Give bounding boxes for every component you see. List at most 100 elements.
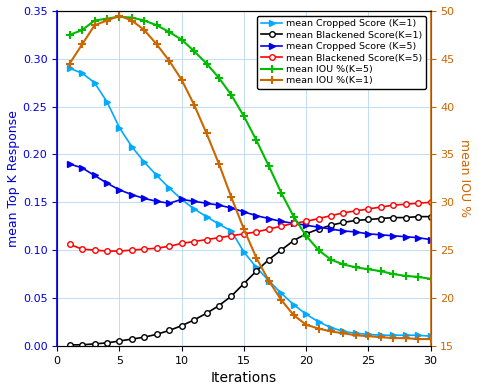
mean Blackened Score(K=1) [129, 337, 135, 341]
mean IOU %(K=1) [204, 131, 209, 136]
mean Blackened Score(K=1) [366, 217, 371, 222]
mean Blackened Score(K=1) [415, 214, 421, 219]
mean Blackened Score(K=5) [391, 203, 396, 207]
mean IOU %(K=5) [353, 265, 359, 270]
mean IOU %(K=5) [340, 262, 346, 267]
mean IOU %(K=1) [415, 337, 421, 341]
mean Cropped Score (K=1) [216, 222, 222, 227]
mean Cropped Score (K=5) [303, 223, 309, 228]
mean IOU %(K=5) [104, 16, 110, 21]
mean Cropped Score (K=1) [141, 160, 147, 165]
mean Blackened Score(K=1) [291, 238, 296, 243]
Line: mean IOU %(K=5): mean IOU %(K=5) [65, 13, 435, 283]
mean Cropped Score (K=1) [378, 333, 384, 338]
mean IOU %(K=5) [291, 214, 296, 219]
mean Cropped Score (K=1) [179, 197, 185, 202]
mean IOU %(K=5) [366, 267, 371, 272]
mean IOU %(K=5) [228, 93, 234, 98]
mean Cropped Score (K=5) [291, 221, 296, 226]
mean Blackened Score(K=5) [129, 248, 135, 252]
mean IOU %(K=5) [67, 33, 73, 37]
mean Blackened Score(K=5) [278, 224, 284, 229]
mean Blackened Score(K=1) [228, 294, 234, 298]
mean Cropped Score (K=1) [117, 125, 122, 130]
mean Blackened Score(K=5) [117, 249, 122, 253]
mean Cropped Score (K=5) [340, 229, 346, 233]
mean Blackened Score(K=5) [253, 230, 259, 234]
mean Cropped Score (K=5) [141, 196, 147, 201]
mean Blackened Score(K=5) [328, 213, 334, 218]
mean Cropped Score (K=5) [428, 237, 434, 242]
mean Blackened Score(K=5) [353, 209, 359, 213]
mean Cropped Score (K=1) [67, 66, 73, 71]
mean Blackened Score(K=5) [141, 247, 147, 252]
mean Blackened Score(K=1) [117, 339, 122, 343]
mean IOU %(K=1) [253, 256, 259, 260]
mean Blackened Score(K=5) [67, 242, 73, 247]
mean Blackened Score(K=1) [266, 257, 272, 262]
mean Blackened Score(K=1) [391, 215, 396, 220]
mean Cropped Score (K=1) [391, 333, 396, 338]
mean Cropped Score (K=1) [79, 71, 85, 76]
mean Blackened Score(K=1) [154, 332, 160, 337]
mean IOU %(K=1) [353, 333, 359, 338]
Legend: mean Cropped Score (K=1), mean Blackened Score(K=1), mean Cropped Score (K=5), m: mean Cropped Score (K=1), mean Blackened… [258, 16, 426, 89]
mean Blackened Score(K=5) [366, 207, 371, 211]
mean IOU %(K=5) [216, 76, 222, 80]
mean IOU %(K=5) [428, 276, 434, 281]
mean IOU %(K=1) [278, 298, 284, 302]
X-axis label: Iterations: Iterations [211, 371, 277, 385]
mean Cropped Score (K=1) [204, 214, 209, 219]
mean Blackened Score(K=5) [291, 221, 296, 226]
mean IOU %(K=5) [166, 30, 172, 34]
mean IOU %(K=1) [104, 18, 110, 23]
mean IOU %(K=1) [291, 313, 296, 318]
mean Cropped Score (K=1) [353, 331, 359, 336]
Line: mean Cropped Score (K=1): mean Cropped Score (K=1) [67, 65, 434, 339]
mean IOU %(K=1) [141, 28, 147, 33]
mean Blackened Score(K=5) [179, 241, 185, 246]
mean Blackened Score(K=5) [228, 233, 234, 238]
mean Cropped Score (K=1) [278, 291, 284, 296]
mean Cropped Score (K=5) [79, 165, 85, 170]
mean Cropped Score (K=5) [204, 201, 209, 205]
mean IOU %(K=1) [92, 23, 98, 28]
mean Blackened Score(K=1) [278, 248, 284, 252]
mean Blackened Score(K=1) [253, 269, 259, 274]
mean Cropped Score (K=1) [303, 312, 309, 317]
mean IOU %(K=1) [328, 329, 334, 334]
mean IOU %(K=5) [179, 37, 185, 42]
mean Blackened Score(K=1) [67, 343, 73, 347]
mean Blackened Score(K=1) [303, 232, 309, 236]
mean Cropped Score (K=5) [117, 187, 122, 192]
mean Cropped Score (K=1) [415, 333, 421, 338]
mean Blackened Score(K=5) [216, 235, 222, 240]
mean Cropped Score (K=5) [67, 162, 73, 166]
mean Cropped Score (K=5) [241, 209, 247, 214]
mean IOU %(K=5) [129, 15, 135, 20]
mean Blackened Score(K=1) [340, 220, 346, 225]
mean IOU %(K=1) [166, 58, 172, 63]
mean Blackened Score(K=5) [166, 244, 172, 249]
mean IOU %(K=1) [403, 336, 409, 341]
mean Cropped Score (K=5) [166, 201, 172, 205]
mean IOU %(K=5) [328, 257, 334, 262]
mean Cropped Score (K=1) [92, 80, 98, 85]
mean Cropped Score (K=1) [253, 265, 259, 270]
mean IOU %(K=5) [117, 15, 122, 19]
mean Blackened Score(K=1) [104, 341, 110, 345]
mean Blackened Score(K=5) [204, 237, 209, 242]
mean Cropped Score (K=5) [253, 213, 259, 218]
mean IOU %(K=1) [303, 322, 309, 327]
mean Cropped Score (K=1) [104, 100, 110, 104]
mean Cropped Score (K=5) [278, 219, 284, 224]
mean Cropped Score (K=5) [179, 197, 185, 202]
mean Blackened Score(K=5) [403, 202, 409, 207]
mean Cropped Score (K=5) [154, 199, 160, 204]
mean Cropped Score (K=1) [191, 207, 197, 211]
mean IOU %(K=1) [154, 42, 160, 47]
mean IOU %(K=5) [204, 61, 209, 66]
mean Cropped Score (K=1) [154, 173, 160, 178]
mean IOU %(K=1) [241, 227, 247, 231]
mean IOU %(K=5) [378, 269, 384, 274]
